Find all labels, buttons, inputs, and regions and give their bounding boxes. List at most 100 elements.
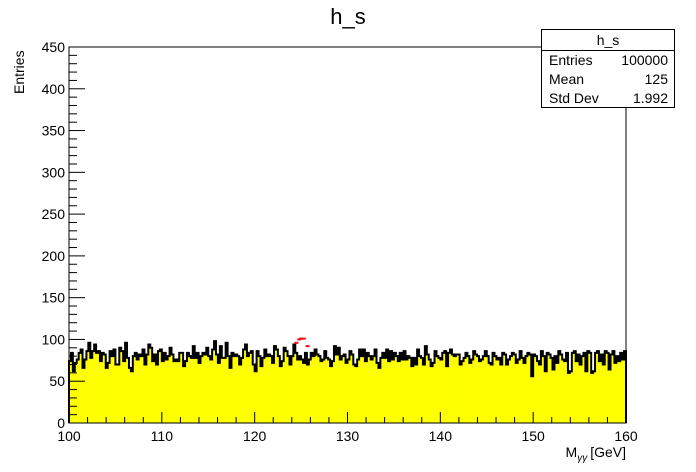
histogram-bin xyxy=(386,349,389,423)
histogram-bin xyxy=(370,359,373,423)
histogram-bin xyxy=(366,352,370,423)
histogram-bin xyxy=(494,356,497,423)
histogram-bin xyxy=(498,357,501,423)
histogram-bin xyxy=(567,372,571,423)
histogram-bin xyxy=(76,359,79,423)
histogram-bin xyxy=(399,352,402,423)
histogram-bin xyxy=(420,357,424,423)
histogram-bin xyxy=(434,351,437,423)
histogram-bin xyxy=(450,349,453,423)
histogram-bin xyxy=(123,361,126,423)
histogram-bin xyxy=(471,359,474,423)
histogram-bin xyxy=(185,361,188,423)
histogram-bin xyxy=(595,352,598,423)
histogram-bin xyxy=(548,354,551,423)
y-tick-label: 200 xyxy=(42,248,66,264)
histogram-bin xyxy=(264,349,267,423)
histogram-bin xyxy=(111,356,114,423)
histogram-bin xyxy=(326,357,329,423)
histogram-bin xyxy=(353,364,356,423)
histogram-bin xyxy=(316,354,319,423)
histogram-bin xyxy=(488,362,491,423)
histogram-bin xyxy=(556,362,559,423)
histogram-bin xyxy=(117,364,120,423)
histogram-bin xyxy=(444,351,447,423)
histogram-bin xyxy=(138,354,141,423)
histogram-bin xyxy=(175,359,178,423)
histogram-bin xyxy=(171,354,174,423)
histogram-bin xyxy=(283,347,286,423)
histogram-bin xyxy=(484,351,488,423)
histogram-bin xyxy=(239,364,242,423)
histogram-bin xyxy=(107,362,110,423)
x-tick-label: 160 xyxy=(614,428,638,444)
histogram-bin xyxy=(596,351,600,423)
histogram-bin xyxy=(69,361,72,423)
histogram-bin xyxy=(274,346,277,423)
histogram-bin xyxy=(477,356,480,423)
histogram-bin xyxy=(546,352,549,423)
histogram-bin xyxy=(442,352,445,423)
histogram-bin xyxy=(328,359,331,423)
histogram-bin xyxy=(152,361,155,423)
stats-title: h_s xyxy=(542,30,674,51)
histogram-bin xyxy=(295,352,298,423)
histogram-bin xyxy=(453,356,457,423)
histogram-bin xyxy=(393,352,397,423)
histogram-bin xyxy=(372,356,375,423)
histogram-bin xyxy=(535,356,538,423)
histogram-bin xyxy=(440,359,443,423)
histogram-bin xyxy=(173,361,176,423)
histogram-bin xyxy=(351,354,354,423)
signal-point xyxy=(301,337,306,340)
histogram-bin xyxy=(463,357,466,423)
histogram-bin xyxy=(72,371,76,423)
histogram-bin xyxy=(256,351,259,423)
histogram-bin xyxy=(221,357,225,423)
histogram-bin xyxy=(622,359,625,423)
y-tick-label: 100 xyxy=(42,331,66,347)
stats-label: Entries xyxy=(549,52,593,68)
histogram-bin xyxy=(219,346,223,423)
histogram-bin xyxy=(538,364,542,423)
histogram-bin xyxy=(306,364,310,423)
histogram-bin xyxy=(511,352,515,423)
histogram-bin xyxy=(521,357,524,423)
histogram-bin xyxy=(600,354,604,423)
histogram-bin xyxy=(330,366,333,423)
chart-title: h_s xyxy=(330,4,365,29)
histogram-bin xyxy=(161,361,165,423)
histogram-outline xyxy=(68,340,627,423)
histogram-bin xyxy=(303,362,306,423)
histogram-bin xyxy=(233,356,236,423)
histogram-bin xyxy=(459,364,462,423)
histogram-bin xyxy=(422,364,426,423)
histogram-bin xyxy=(390,351,393,423)
histogram-bin xyxy=(397,361,401,423)
stats-value: 125 xyxy=(644,71,668,87)
histogram-bin xyxy=(479,361,482,423)
y-tick-label: 450 xyxy=(42,39,66,55)
histogram-bin xyxy=(277,356,281,423)
x-tick-label: 120 xyxy=(243,428,267,444)
histogram-bin xyxy=(544,371,548,423)
histogram-bin xyxy=(217,362,221,423)
signal-point xyxy=(299,337,304,340)
histogram-bin xyxy=(82,367,85,423)
x-axis-label: Mγγ [GeV] xyxy=(566,444,626,464)
histogram-bin xyxy=(258,356,261,423)
histogram-bin xyxy=(231,352,234,423)
histogram-bin xyxy=(163,352,167,423)
histogram-bin xyxy=(490,364,493,423)
histogram-bin xyxy=(70,352,74,423)
histogram-bin xyxy=(229,367,232,423)
histogram-bin xyxy=(395,356,399,423)
histogram-bin xyxy=(142,349,145,423)
x-axis-label-sub: γγ xyxy=(577,453,588,464)
histogram-bin xyxy=(275,349,279,423)
histogram-bin xyxy=(285,351,288,423)
histogram-bin xyxy=(293,344,296,423)
histogram-bin xyxy=(415,364,418,423)
histogram-bin xyxy=(337,347,341,423)
